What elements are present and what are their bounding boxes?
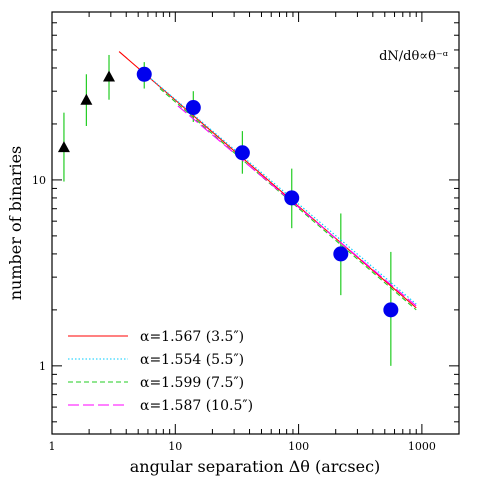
circle-marker (284, 190, 300, 206)
circle-marker (383, 302, 399, 318)
legend: α=1.567 (3.5″) α=1.554 (5.5″) α=1.599 (7.5… (68, 329, 253, 414)
tick-labels: 1 10 100 1000 1 10 (32, 174, 436, 453)
chart-annotation: dN/dθ∝θ⁻ᵅ (379, 49, 448, 64)
circle-marker (136, 66, 152, 82)
x-tick-label: 100 (288, 440, 309, 453)
axis-ticks (51, 11, 460, 434)
legend-label: α=1.567 (3.5″) (140, 329, 244, 345)
x-tick-label: 10 (168, 440, 182, 453)
legend-label: α=1.587 (10.5″) (140, 398, 253, 414)
circle-marker (234, 145, 250, 161)
fit-line (177, 105, 417, 307)
triangle-marker (80, 93, 93, 105)
circle-marker (333, 246, 349, 262)
fit-line (142, 71, 417, 305)
plot-frame (51, 11, 460, 435)
triangle-marker (103, 70, 116, 82)
legend-label: α=1.599 (7.5″) (140, 375, 244, 391)
circle-marker (185, 100, 201, 116)
x-tick-label: 1000 (408, 440, 436, 453)
fit-lines (118, 51, 417, 311)
fit-line (118, 51, 417, 309)
x-tick-label: 1 (49, 440, 56, 453)
y-tick-label: 1 (39, 360, 46, 373)
legend-label: α=1.554 (5.5″) (140, 352, 244, 368)
y-tick-label: 10 (32, 174, 46, 187)
x-axis-label: angular separation Δθ (arcsec) (130, 457, 381, 476)
triangle-marker (57, 141, 70, 153)
y-axis-label: number of binaries (6, 146, 25, 301)
error-bars (63, 54, 392, 366)
data-markers (57, 66, 399, 318)
